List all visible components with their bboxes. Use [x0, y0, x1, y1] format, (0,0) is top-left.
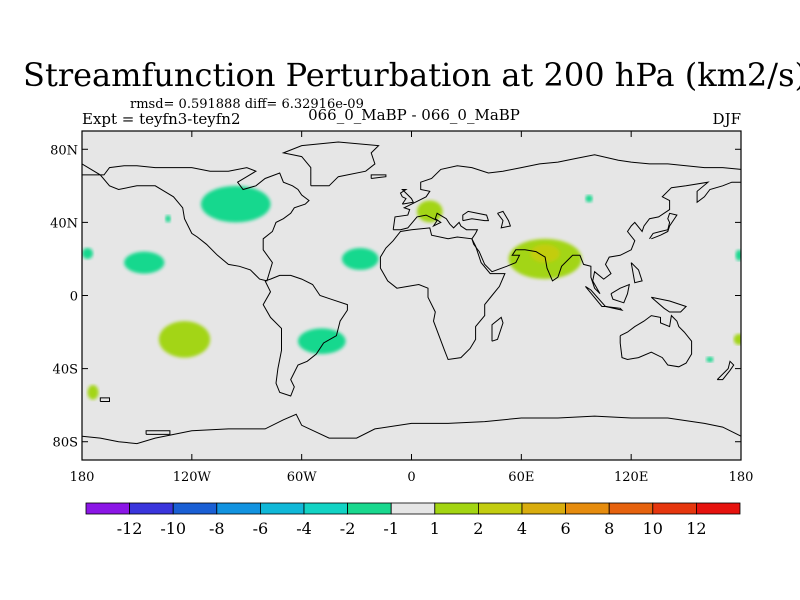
y-tick-label: 80N — [50, 143, 78, 158]
colorbar-label: -1 — [383, 519, 399, 538]
anomaly-region — [733, 333, 741, 345]
coastline — [399, 189, 415, 205]
colorbar-swatch — [477, 502, 523, 515]
colorbar-swatch — [652, 502, 697, 515]
colorbar-label: -4 — [296, 519, 312, 538]
case-label: 066_0_MaBP - 066_0_MaBP — [308, 106, 520, 124]
coastline — [370, 174, 387, 179]
colorbar-swatch — [303, 502, 348, 515]
anomaly-region — [87, 385, 99, 400]
coastline — [605, 306, 624, 311]
colorbar-swatch — [521, 502, 566, 515]
x-tick-label: 120W — [173, 470, 212, 485]
anomaly-region — [124, 251, 165, 274]
x-tick-label: 0 — [407, 470, 415, 485]
colorbar-swatch — [434, 502, 479, 515]
anomaly-region — [200, 185, 271, 223]
anomaly-region — [341, 247, 379, 270]
expt-label: Expt = teyfn3-teyfn2 — [82, 110, 240, 128]
coastline — [99, 397, 110, 402]
coastline — [491, 316, 504, 342]
x-tick-label: 60E — [508, 470, 534, 485]
anomaly-region — [298, 328, 346, 354]
colorbar-swatch — [565, 502, 610, 515]
anomaly-region — [165, 215, 171, 223]
colorbar-label: -10 — [160, 519, 186, 538]
x-tick-label: 180 — [729, 470, 754, 485]
coastline — [619, 314, 693, 368]
coastline-layer — [82, 141, 741, 445]
season-label: DJF — [713, 110, 741, 128]
colorbar-swatch — [347, 502, 392, 515]
anomaly-region — [82, 247, 93, 259]
coastline — [281, 141, 380, 187]
colorbar-swatch — [216, 502, 261, 515]
colorbar-label: 4 — [517, 519, 527, 538]
coastline — [497, 210, 512, 229]
y-tick-label: 40S — [53, 363, 78, 378]
coastline — [392, 154, 741, 230]
colorbar-swatch — [390, 502, 436, 515]
anomaly-region — [585, 194, 593, 203]
coastline — [393, 181, 741, 295]
colorbar-swatch — [85, 502, 130, 515]
map-background — [82, 131, 741, 460]
coastline — [649, 212, 678, 240]
coastline — [82, 413, 741, 445]
y-tick-label: 80S — [53, 436, 78, 451]
anomaly-region — [706, 356, 714, 363]
coastline — [716, 360, 735, 381]
colorbar-swatch — [172, 502, 218, 515]
coastline — [262, 274, 348, 397]
axis-ticks: 180 120W 60W 0 60E 120E 180 80N 40N 0 40S 80S — [50, 131, 753, 485]
x-tick-label: 60W — [287, 470, 318, 485]
colorbar-label: 6 — [561, 519, 571, 538]
colorbar-label: -2 — [340, 519, 356, 538]
colorbar-label: 12 — [686, 519, 706, 538]
colorbar-label: 8 — [604, 519, 614, 538]
coastline — [145, 430, 171, 435]
y-tick-label: 0 — [70, 290, 78, 305]
coastline — [82, 163, 310, 282]
colorbar: -12 -10 -8 -6 -4 -2 -1 1 2 4 6 8 10 12 — [85, 502, 741, 538]
anomaly-region — [735, 249, 741, 261]
anomaly-region — [416, 200, 443, 223]
colorbar-label: 1 — [430, 519, 440, 538]
coastline — [650, 296, 688, 313]
anomaly-region — [530, 244, 560, 263]
anomaly-region — [158, 321, 211, 358]
colorbar-label: 10 — [643, 519, 663, 538]
stats-line: rmsd= 0.591888 diff= 6.32916e-09 — [130, 97, 364, 112]
x-tick-label: 180 — [70, 470, 95, 485]
coastline — [462, 210, 490, 222]
colorbar-swatch — [696, 502, 741, 515]
colorbar-label: -6 — [253, 519, 269, 538]
chart-title: Streamfunction Perturbation at 200 hPa (… — [23, 56, 800, 94]
y-tick-label: 40N — [50, 216, 78, 231]
coastline — [610, 283, 630, 304]
colorbar-label: -12 — [117, 519, 143, 538]
colorbar-label: 2 — [473, 519, 483, 538]
colorbar-swatch — [608, 502, 654, 515]
colorbar-swatch — [259, 502, 305, 515]
coastline — [630, 262, 643, 284]
coastline — [379, 227, 506, 361]
colorbar-label: -8 — [209, 519, 225, 538]
x-tick-label: 120E — [614, 470, 648, 485]
colorbar-swatch — [129, 502, 174, 515]
